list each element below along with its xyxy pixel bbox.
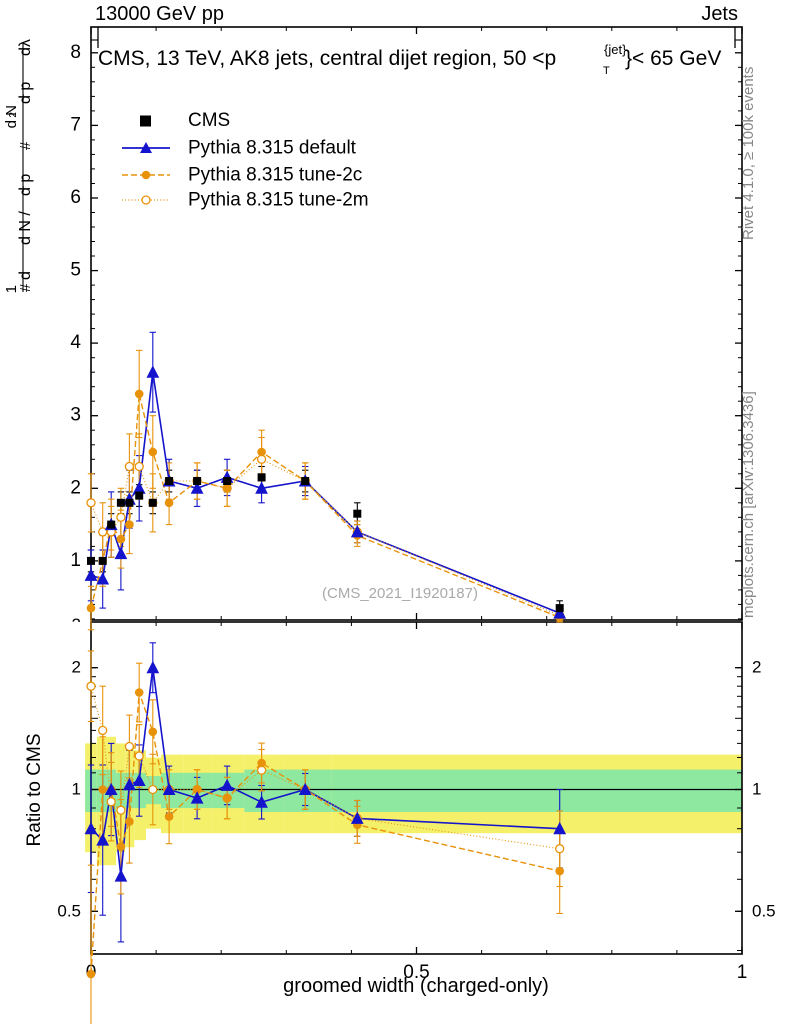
svg-text:4: 4 (70, 332, 81, 353)
svg-text:d N /: d N / (17, 211, 34, 245)
svg-text:Pythia 8.315 tune-2m: Pythia 8.315 tune-2m (188, 190, 369, 211)
svg-text:#: # (17, 141, 34, 150)
svg-text:5: 5 (70, 260, 81, 281)
svg-text:Pythia 8.315 default: Pythia 8.315 default (188, 138, 357, 159)
svg-text:0.5: 0.5 (752, 901, 776, 920)
svg-text:Ratio to CMS: Ratio to CMS (24, 734, 45, 847)
svg-text:N: N (3, 105, 20, 116)
svg-text:d: d (3, 120, 20, 128)
svg-text:{jet}: {jet} (604, 42, 627, 57)
svg-text:}< 65 GeV: }< 65 GeV (625, 47, 721, 70)
svg-text:1: 1 (72, 780, 81, 799)
svg-text:13000 GeV pp: 13000 GeV pp (95, 3, 224, 25)
svg-text:CMS, 13 TeV, AK8 jets, central: CMS, 13 TeV, AK8 jets, central dijet reg… (98, 47, 556, 70)
svg-text:dλ: dλ (17, 39, 34, 56)
svg-text:mcplots.cern.ch [arXiv:1306.34: mcplots.cern.ch [arXiv:1306.3436] (740, 391, 757, 618)
svg-text:6: 6 (70, 187, 81, 208)
svg-text:d: d (17, 271, 34, 280)
svg-text:T: T (22, 94, 33, 100)
svg-text:8: 8 (70, 42, 81, 63)
svg-text:1: 1 (752, 780, 761, 799)
svg-text:Rivet 4.1.0, ≥ 100k events: Rivet 4.1.0, ≥ 100k events (740, 67, 757, 240)
svg-text:3: 3 (70, 405, 81, 426)
svg-text:Pythia 8.315 tune-2c: Pythia 8.315 tune-2c (188, 165, 362, 186)
svg-text:2: 2 (752, 658, 761, 677)
svg-text:T: T (603, 65, 610, 77)
svg-text:2: 2 (72, 658, 81, 677)
svg-text:#: # (17, 283, 34, 292)
svg-text:Jets: Jets (701, 3, 738, 25)
svg-text:T: T (22, 186, 33, 192)
svg-text:groomed width (charged-only): groomed width (charged-only) (283, 975, 549, 997)
svg-text:0.5: 0.5 (57, 901, 81, 920)
svg-text:7: 7 (70, 114, 81, 135)
svg-text:CMS: CMS (188, 110, 230, 131)
svg-text:(CMS_2021_I1920187): (CMS_2021_I1920187) (322, 585, 478, 602)
svg-text:1: 1 (70, 550, 81, 571)
svg-text:2: 2 (70, 477, 81, 498)
svg-text:1: 1 (737, 962, 748, 983)
